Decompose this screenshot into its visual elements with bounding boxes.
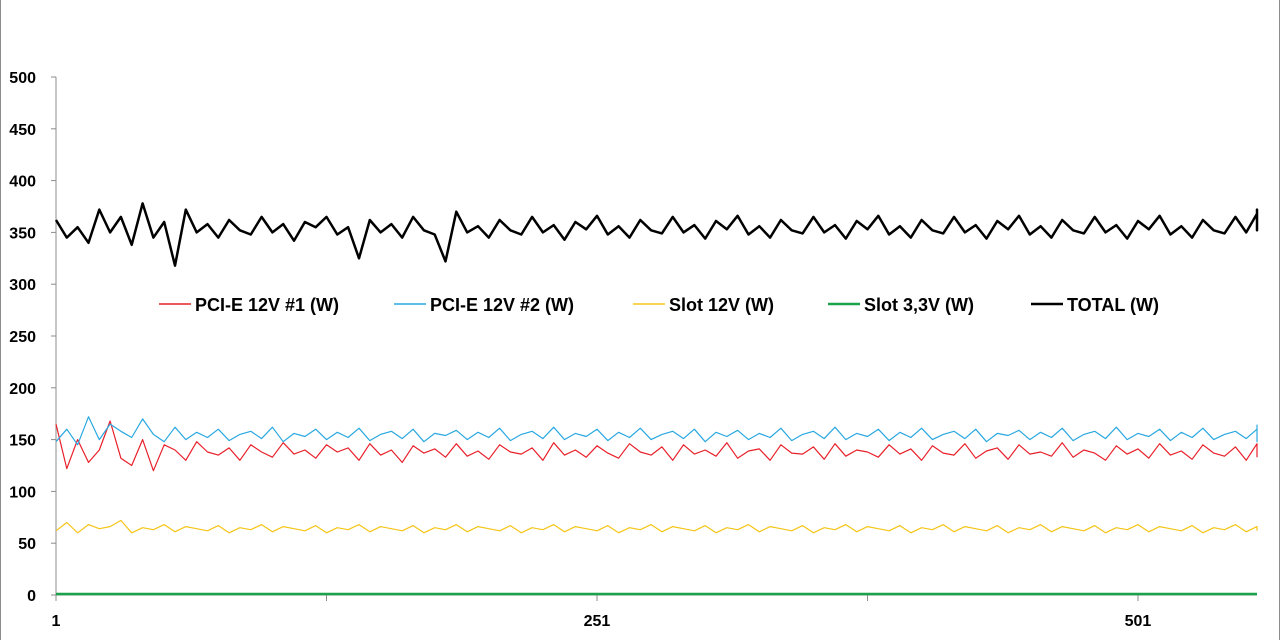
legend-label: Slot 12V (W) [669, 295, 774, 315]
legend-label: TOTAL (W) [1067, 295, 1159, 315]
y-tick-label: 350 [9, 225, 36, 242]
y-tick-label: 100 [9, 484, 36, 501]
series-line-1 [55, 416, 1258, 446]
y-tick-label: 150 [9, 433, 36, 450]
x-tick-label: 1 [52, 613, 61, 630]
y-tick-label: 200 [9, 381, 36, 398]
y-tick-label: 300 [9, 277, 36, 294]
y-tick-label: 500 [9, 70, 36, 87]
chart-legend: PCI-E 12V #1 (W) PCI-E 12V #2 (W) Slot 12V… [159, 295, 1159, 315]
series-line-4 [54, 202, 1259, 267]
x-tick-label: 251 [584, 613, 611, 630]
series-lines [54, 202, 1259, 596]
legend-label: Slot 3,3V (W) [864, 295, 974, 315]
y-tick-label: 400 [9, 174, 36, 191]
y-tick-label: 0 [27, 588, 36, 605]
y-tick-label: 50 [18, 536, 36, 553]
series-line-0 [55, 420, 1258, 472]
y-tick-label: 450 [9, 122, 36, 139]
legend-label: PCI-E 12V #2 (W) [430, 295, 574, 315]
legend-label: PCI-E 12V #1 (W) [195, 295, 339, 315]
series-line-2 [55, 519, 1258, 534]
chart-axes: 0 50 100 150 200 250 300 350 400 450 500 1 251 501 [9, 70, 1257, 630]
x-tick-label: 501 [1125, 613, 1152, 630]
y-tick-label: 250 [9, 329, 36, 346]
